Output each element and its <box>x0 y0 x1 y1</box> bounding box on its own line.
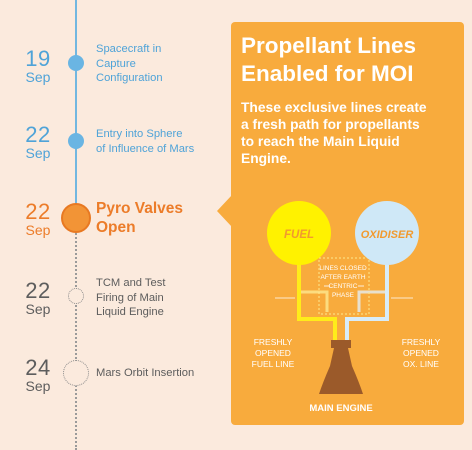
closed-note-line: PHASE <box>332 292 355 299</box>
event-label: Entry into Sphere of Influence of Mars <box>96 127 194 156</box>
closed-note-line: AFTER EARTH <box>320 274 365 281</box>
event-month: Sep <box>25 378 51 394</box>
panel-description-line: a fresh path for propellants <box>241 117 420 132</box>
event-label-line: Pyro Valves <box>96 200 184 217</box>
event-date: 22 Sep <box>14 122 62 161</box>
panel-pointer <box>217 195 232 227</box>
panel-description-line: These exclusive lines create <box>241 100 427 115</box>
event-month: Sep <box>25 145 51 161</box>
engine-head <box>331 340 351 348</box>
event-label: TCM and Test Firing of Main Liquid Engin… <box>96 276 165 320</box>
oxidiser-label: OXIDISER <box>361 229 414 241</box>
event-date: 24 Sep <box>14 355 62 394</box>
event-label-line: Firing of Main <box>96 291 164 304</box>
panel-title-line: Enabled for MOI <box>241 61 414 86</box>
engine-label: MAIN ENGINE <box>309 403 372 414</box>
event-label: Mars Orbit Insertion <box>96 366 194 381</box>
event-label-line: Configuration <box>96 72 163 84</box>
event-label-line: Capture <box>96 57 136 70</box>
oxidiser-line <box>345 252 389 344</box>
fuel-line-label: OPENED <box>255 348 291 358</box>
event-day: 22 <box>25 278 51 303</box>
engine-nozzle-icon <box>319 348 363 394</box>
fuel-line <box>297 252 337 344</box>
oxidiser-tank <box>355 201 419 265</box>
ox-line-label: OPENED <box>403 348 439 358</box>
event-month: Sep <box>25 69 51 85</box>
closed-note-line: LINES CLOSED <box>319 265 367 272</box>
timeline-line-upcoming <box>75 218 77 450</box>
event-month: Sep <box>25 222 51 238</box>
fuel-line-label: FUEL LINE <box>252 359 295 369</box>
event-label-line: Liquid Engine <box>96 306 164 318</box>
ox-line-label: FRESHLY <box>402 337 441 347</box>
event-date: 22 Sep <box>14 199 62 238</box>
event-day: 19 <box>25 46 51 71</box>
panel-title-line: Propellant Lines <box>241 33 417 58</box>
panel-description: These exclusive lines create a fresh pat… <box>241 99 463 167</box>
propellant-diagram: FUEL OXIDISER LINES CLOSED AFTER EARTH C… <box>252 201 441 414</box>
panel-description-line: Engine. <box>241 151 291 166</box>
timeline-marker <box>68 133 84 149</box>
event-month: Sep <box>25 301 51 317</box>
ox-line-label: OX. LINE <box>403 359 439 369</box>
event-label: Spacecraft in Capture Configuration <box>96 42 163 86</box>
panel-title: Propellant Lines Enabled for MOI <box>241 32 461 88</box>
fuel-tank <box>267 201 331 265</box>
timeline-line-completed <box>75 0 77 218</box>
event-date: 22 Sep <box>14 278 62 317</box>
event-date: 19 Sep <box>14 46 62 85</box>
event-label-line: Mars Orbit Insertion <box>96 367 195 379</box>
event-label-line: of Influence of Mars <box>96 142 195 155</box>
event-label: Pyro Valves Open <box>96 199 183 237</box>
closed-lines-box <box>318 257 370 315</box>
timeline-marker-current <box>61 203 91 233</box>
fuel-label: FUEL <box>284 229 314 241</box>
fuel-line-label: FRESHLY <box>254 337 293 347</box>
panel-description-line: to reach the Main Liquid <box>241 134 400 149</box>
event-day: 24 <box>25 355 51 380</box>
timeline-marker <box>68 288 84 304</box>
timeline-marker <box>63 360 89 386</box>
event-day: 22 <box>25 122 51 147</box>
event-label-line: TCM and Test <box>96 277 166 289</box>
event-label-line: Entry into Sphere <box>96 128 183 140</box>
event-label-line: Spacecraft in <box>96 43 162 55</box>
info-panel: Propellant Lines Enabled for MOI These e… <box>231 22 464 425</box>
closed-note-line: CENTRIC <box>329 283 358 290</box>
event-day: 22 <box>25 199 51 224</box>
event-label-line: Open <box>96 219 136 236</box>
timeline-marker <box>68 55 84 71</box>
